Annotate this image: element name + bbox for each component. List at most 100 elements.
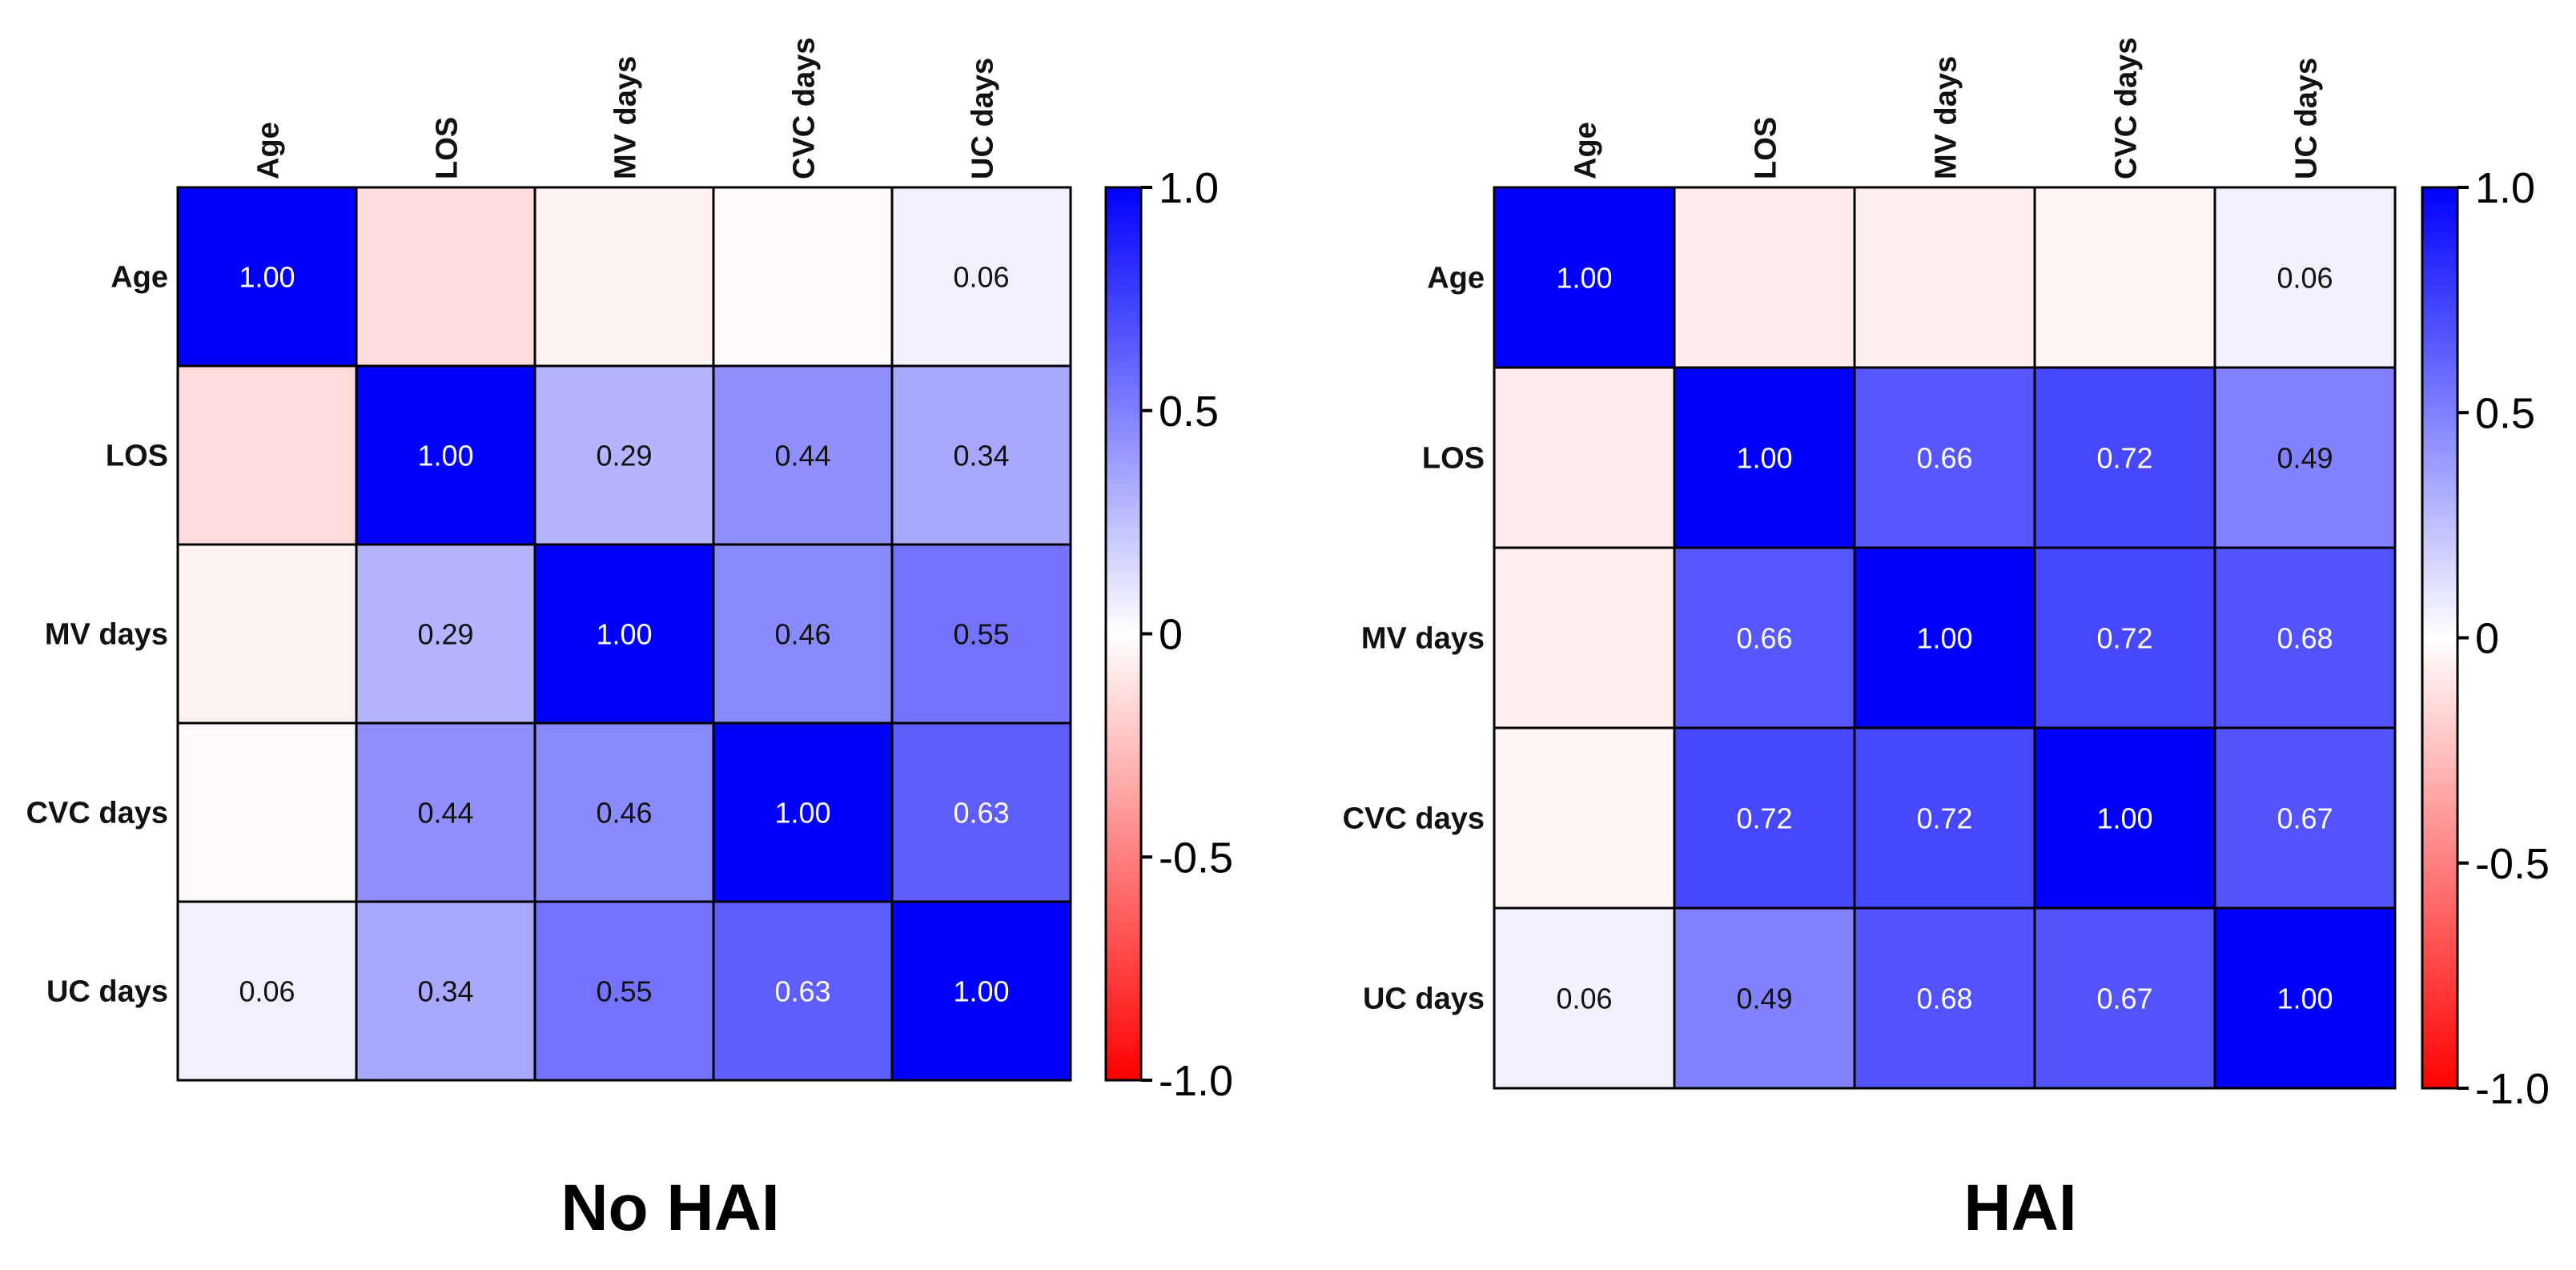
cell-value-label: 0.63 xyxy=(953,797,1009,830)
heatmap-cell-cvc-days-age xyxy=(1493,726,1676,910)
panel-title: No HAI xyxy=(561,1172,779,1244)
cell-value-label: 0.68 xyxy=(1916,983,1972,1015)
heatmap-cell-cvc-days-age xyxy=(176,721,358,903)
cell-value-label: 1.00 xyxy=(2096,802,2152,835)
row-label-uc-days: UC days xyxy=(1363,983,1485,1016)
heatmap-cell-age-los xyxy=(355,186,536,368)
cell-value-label: 1.00 xyxy=(1736,442,1792,475)
heatmap-cell-uc-days-mv-days xyxy=(533,900,715,1082)
heatmap-cell-mv-days-mv-days xyxy=(533,543,715,725)
row-label-mv-days: MV days xyxy=(45,618,168,652)
heatmap-cell-los-age xyxy=(176,364,358,546)
row-label-uc-days: UC days xyxy=(46,975,168,1009)
cell-value-label: 1.00 xyxy=(774,797,830,830)
cell-value-label: 1.00 xyxy=(953,975,1009,1008)
colorbar xyxy=(2421,186,2459,1090)
col-label-los: LOS xyxy=(1750,117,1783,179)
colorbar-tick-label: 0 xyxy=(1159,611,1183,659)
cell-value-label: 0.49 xyxy=(2277,442,2333,475)
heatmap-cell-cvc-days-mv-days xyxy=(533,721,715,903)
cell-value-label: 0.29 xyxy=(596,440,652,472)
row-label-cvc-days: CVC days xyxy=(26,797,168,830)
heatmap-cell-age-mv-days xyxy=(1853,186,2036,369)
cell-value-label: 1.00 xyxy=(1556,262,1612,295)
cell-value-label: 0.29 xyxy=(417,618,473,651)
heatmap-cell-los-uc-days xyxy=(2213,366,2397,549)
col-label-age: Age xyxy=(252,122,286,179)
cell-value-label: 0.72 xyxy=(1916,802,1972,835)
cell-value-label: 0.66 xyxy=(1916,442,1972,475)
cell-value-label: 0.67 xyxy=(2096,983,2152,1015)
row-label-mv-days: MV days xyxy=(1361,622,1485,656)
cell-value-label: 0.06 xyxy=(239,975,295,1008)
cell-value-label: 0.55 xyxy=(953,618,1009,651)
cell-value-label: 0.44 xyxy=(417,797,473,830)
col-label-cvc-days: CVC days xyxy=(788,38,822,179)
colorbar-tick-label: -0.5 xyxy=(2475,840,2550,888)
colorbar-tick-label: 0.5 xyxy=(1159,388,1219,436)
heatmap-cell-uc-days-age xyxy=(1493,906,1676,1090)
col-label-mv-days: MV days xyxy=(1930,56,1963,179)
cell-value-label: 1.00 xyxy=(596,618,652,651)
panel-title: HAI xyxy=(1963,1172,2076,1244)
cell-value-label: 0.44 xyxy=(774,440,830,472)
row-label-los: LOS xyxy=(1422,442,1485,476)
cell-value-label: 0.72 xyxy=(1736,802,1792,835)
cell-value-label: 0.55 xyxy=(596,975,652,1008)
row-label-age: Age xyxy=(1427,262,1485,295)
cell-value-label: 0.06 xyxy=(1556,983,1612,1015)
cell-value-label: 0.72 xyxy=(2096,442,2152,475)
colorbar-tick-label: 1.0 xyxy=(2475,164,2535,212)
cell-value-label: 0.46 xyxy=(774,618,830,651)
heatmap-cell-los-mv-days xyxy=(533,364,715,546)
col-label-age: Age xyxy=(1569,122,1603,179)
heatmap-cell-los-los xyxy=(1673,366,1856,549)
heatmap-cell-age-age xyxy=(1493,186,1676,369)
cell-value-label: 1.00 xyxy=(2277,983,2333,1015)
heatmap-cell-cvc-days-cvc-days xyxy=(712,721,894,903)
colorbar-tick-label: 1.0 xyxy=(1159,164,1219,212)
cell-value-label: 0.68 xyxy=(2277,622,2333,655)
cell-value-label: 1.00 xyxy=(1916,622,1972,655)
heatmap-cell-age-mv-days xyxy=(533,186,715,368)
heatmap-cell-mv-days-age xyxy=(1493,546,1676,729)
heatmap-cell-uc-days-los xyxy=(1673,906,1856,1090)
colorbar-tick-label: 0 xyxy=(2475,615,2499,663)
col-label-uc-days: UC days xyxy=(2290,58,2324,179)
heatmap-cell-age-cvc-days xyxy=(2033,186,2216,369)
heatmap-cell-los-age xyxy=(1493,366,1676,549)
heatmap-cell-age-los xyxy=(1673,186,1856,369)
cell-value-label: 0.34 xyxy=(953,440,1009,472)
heatmap-cell-mv-days-age xyxy=(176,543,358,725)
cell-value-label: 0.06 xyxy=(2277,262,2333,295)
heatmap-panel-no-hai: 1.00 0.061.00 0.29 0.44 0.340.29 1.00 0.46 0.55… xyxy=(26,38,1233,1244)
heatmap-cell-uc-days-los xyxy=(355,900,536,1082)
cell-value-label: 1.00 xyxy=(417,440,473,472)
heatmap-cell-mv-days-uc-days xyxy=(2213,546,2397,729)
cell-value-label: 0.34 xyxy=(417,975,473,1008)
cell-value-label: 0.46 xyxy=(596,797,652,830)
heatmap-cell-cvc-days-los xyxy=(1673,726,1856,910)
colorbar-tick-label: -0.5 xyxy=(1159,834,1233,882)
heatmap-cell-los-uc-days xyxy=(890,364,1072,546)
heatmap-panel-hai: 1.00 0.061.00 0.66 0.72 0.490.66 1.00 0.72 0.68… xyxy=(1343,38,2550,1244)
cell-value-label: 0.06 xyxy=(953,261,1009,294)
col-label-mv-days: MV days xyxy=(609,56,643,179)
heatmap-cell-mv-days-cvc-days xyxy=(2033,546,2216,729)
heatmap-cell-uc-days-uc-days xyxy=(890,900,1072,1082)
heatmap-cell-age-uc-days xyxy=(2213,186,2397,369)
heatmap-cell-mv-days-mv-days xyxy=(1853,546,2036,729)
heatmap-cell-uc-days-mv-days xyxy=(1853,906,2036,1090)
heatmap-cell-los-cvc-days xyxy=(2033,366,2216,549)
heatmap-cell-age-uc-days xyxy=(890,186,1072,368)
heatmap-cell-cvc-days-uc-days xyxy=(890,721,1072,903)
heatmap-cell-age-cvc-days xyxy=(712,186,894,368)
heatmap-cell-age-age xyxy=(176,186,358,368)
cell-value-label: 0.49 xyxy=(1736,983,1792,1015)
heatmap-cell-uc-days-uc-days xyxy=(2213,906,2397,1090)
cell-value-label: 1.00 xyxy=(239,261,295,294)
cell-value-label: 0.67 xyxy=(2277,802,2333,835)
heatmap-cell-uc-days-cvc-days xyxy=(712,900,894,1082)
